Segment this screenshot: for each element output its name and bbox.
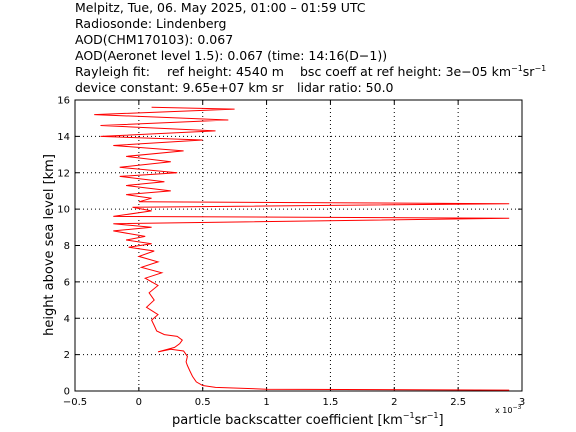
device-constant-row: device constant: 9.65e+07 km sr lidar ra… [75,80,394,96]
bsc-coeff-text: bsc coeff at ref height: 3e−05 km [300,64,511,79]
x-axis-label-exp1: −1 [403,411,415,420]
y-tick-label: 4 [64,314,70,325]
radiosonde-label: Radiosonde: Lindenberg [75,16,227,31]
y-tick-label: 0 [64,387,70,398]
y-axis-label: height above sea level [km] [42,154,57,336]
x-tick-label: 1 [263,397,269,408]
x-scale-note-exp: −3 [512,404,521,411]
ref-height-label: ref height: 4540 m [167,64,284,79]
y-tick-label: 12 [57,168,70,179]
y-tick-label: 2 [64,350,70,361]
lidar-ratio-label: lidar ratio: 50.0 [297,80,394,95]
x-axis-label-exp2: −1 [427,411,439,420]
rayleigh-fit-label: Rayleigh fit: [75,64,150,79]
x-tick-labels: −0.5 0 0.5 1 1.5 2 2.5 3 [63,397,525,408]
bsc-unit-exp1: −1 [511,64,523,73]
x-axis-label-sr: sr [415,413,428,428]
grid-lines [75,100,522,391]
backscatter-profile-line [94,106,510,391]
aod-aeronet-label: AOD(Aeronet level 1.5): 0.067 (time: 14:… [75,48,388,63]
chart-title: Melpitz, Tue, 06. May 2025, 01:00 – 01:5… [75,0,366,15]
x-tick-label: 0 [136,397,142,408]
y-tick-label: 14 [57,132,70,143]
y-tick-labels: 0 2 4 6 8 10 12 14 16 [57,96,70,398]
rayleigh-fit-row: Rayleigh fit: ref height: 4540 m bsc coe… [75,64,546,80]
bsc-coeff-label: bsc coeff at ref height: 3e−05 km−1sr−1 [300,64,546,80]
device-constant-label: device constant: 9.65e+07 km sr [75,80,284,95]
x-tick-label: 2 [391,397,397,408]
chart-header: Melpitz, Tue, 06. May 2025, 01:00 – 01:5… [75,0,546,96]
x-tick-label: 3 [519,397,525,408]
x-tick-label: 2.5 [450,397,466,408]
bsc-unit-exp2: −1 [534,64,547,73]
y-tick-label: 8 [64,241,70,252]
y-tick-label: 16 [57,96,70,107]
axis-ticks [74,99,523,392]
x-axis-label-main: particle backscatter coefficient [km [172,413,403,428]
x-axis-label: particle backscatter coefficient [km−1sr… [172,411,444,428]
bsc-unit-sr: sr [522,64,535,79]
x-tick-label: 0.5 [195,397,211,408]
aod-chm-label: AOD(CHM170103): 0.067 [75,32,234,47]
x-tick-label: 1.5 [322,397,338,408]
x-tick-label: −0.5 [63,397,87,408]
x-scale-note: x 10−3 [495,404,521,415]
y-tick-label: 6 [64,277,70,288]
y-tick-label: 10 [57,205,70,216]
x-axis-label-close: ] [439,413,444,428]
x-scale-note-text: x 10 [495,406,512,415]
